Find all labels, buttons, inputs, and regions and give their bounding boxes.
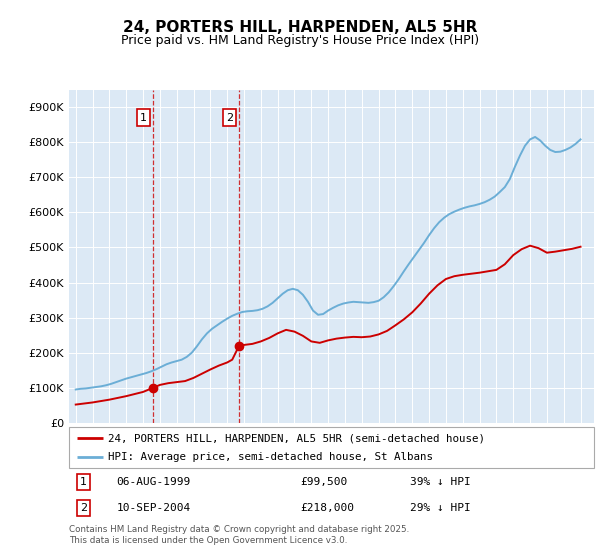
Text: 2: 2 xyxy=(226,113,233,123)
Text: £99,500: £99,500 xyxy=(300,477,347,487)
Text: 06-AUG-1999: 06-AUG-1999 xyxy=(116,477,191,487)
FancyBboxPatch shape xyxy=(69,427,594,468)
Text: 1: 1 xyxy=(80,477,87,487)
Text: 29% ↓ HPI: 29% ↓ HPI xyxy=(410,503,471,514)
Text: 39% ↓ HPI: 39% ↓ HPI xyxy=(410,477,471,487)
Text: 2: 2 xyxy=(80,503,87,514)
Text: 24, PORTERS HILL, HARPENDEN, AL5 5HR (semi-detached house): 24, PORTERS HILL, HARPENDEN, AL5 5HR (se… xyxy=(109,433,485,443)
Text: 1: 1 xyxy=(140,113,147,123)
Text: 24, PORTERS HILL, HARPENDEN, AL5 5HR: 24, PORTERS HILL, HARPENDEN, AL5 5HR xyxy=(123,20,477,35)
Text: 10-SEP-2004: 10-SEP-2004 xyxy=(116,503,191,514)
Text: £218,000: £218,000 xyxy=(300,503,354,514)
Text: Price paid vs. HM Land Registry's House Price Index (HPI): Price paid vs. HM Land Registry's House … xyxy=(121,34,479,46)
Text: Contains HM Land Registry data © Crown copyright and database right 2025.
This d: Contains HM Land Registry data © Crown c… xyxy=(69,525,409,545)
Text: HPI: Average price, semi-detached house, St Albans: HPI: Average price, semi-detached house,… xyxy=(109,452,433,461)
